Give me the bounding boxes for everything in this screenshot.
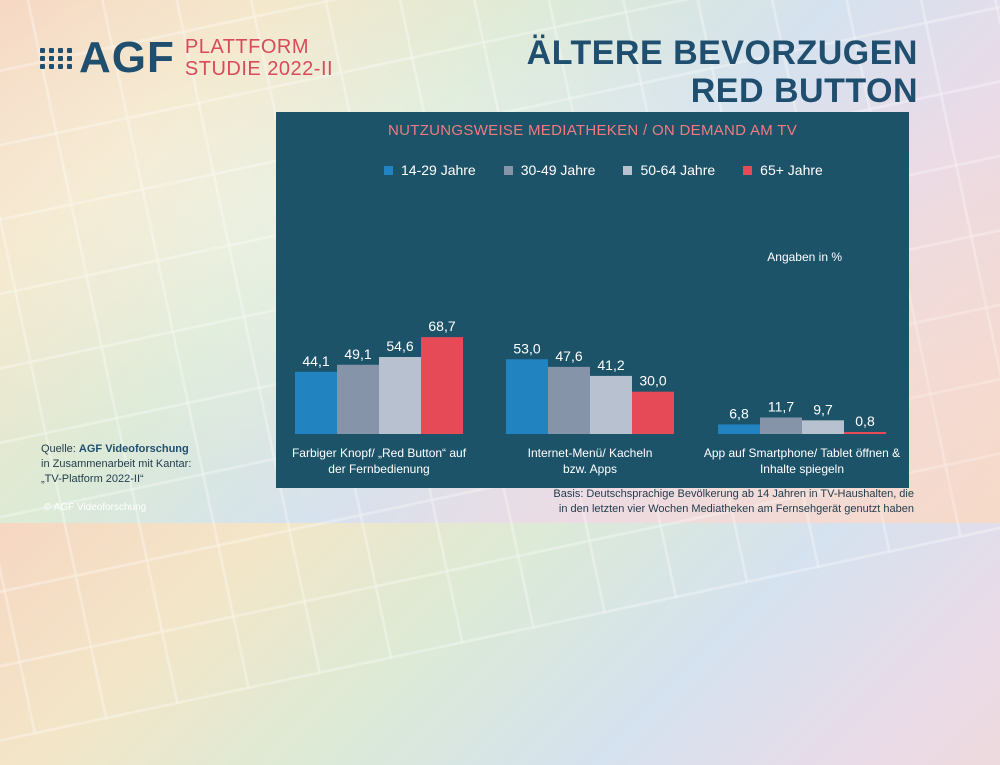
category-label-line: App auf Smartphone/ Tablet öffnen & [703, 446, 901, 460]
source-note: Quelle: AGF Videoforschung in Zusammenar… [41, 442, 191, 487]
bar-value-label: 9,7 [813, 401, 833, 417]
headline-line1: ÄLTERE BEVORZUGEN [526, 34, 918, 72]
bar [506, 359, 548, 434]
bar [548, 366, 590, 434]
category-label-line: der Fernbedienung [328, 462, 430, 476]
legend-item: 30-49 Jahre [503, 162, 596, 178]
bar [590, 375, 632, 434]
bar [379, 357, 421, 434]
agf-logo: AGF PLATTFORM STUDIE 2022-II [40, 36, 333, 80]
legend-label: 65+ Jahre [760, 162, 823, 178]
logo-subtitle-line2: STUDIE 2022-II [184, 58, 334, 80]
page-headline: ÄLTERE BEVORZUGEN RED BUTTON [527, 34, 918, 110]
logo-dots-icon [40, 47, 73, 69]
legend-swatch [623, 165, 633, 175]
bar-value-label: 68,7 [428, 318, 455, 334]
legend-item: 50-64 Jahre [623, 162, 715, 178]
category-label-line: Inhalte spiegeln [759, 462, 845, 476]
bar [718, 424, 760, 434]
bar [844, 432, 886, 434]
category-label-line: Internet-Menü/ Kacheln [527, 446, 653, 460]
logo-text: AGF [79, 33, 175, 82]
basis-line2: in den letzten vier Wochen Mediatheken a… [558, 503, 914, 515]
bar-chart: 44,1 49,1 54,6 68,7 53,0 47,6 41,2 30,0 6,8 11,7 9… [295, 318, 886, 434]
source-line3: „TV-Platform 2022-II“ [41, 473, 144, 485]
basis-note: Basis: Deutschsprachige Bevölkerung ab 1… [494, 487, 914, 517]
chart-panel: NUTZUNGSWEISE MEDIATHEKEN / ON DEMAND AM… [276, 112, 909, 488]
bar-value-label: 47,6 [555, 348, 582, 364]
bar-value-label: 53,0 [513, 340, 540, 356]
bar-value-label: 30,0 [639, 373, 666, 389]
headline-line2: RED BUTTON [690, 72, 918, 110]
category-label: Farbiger Knopf/ „Red Button“ auf der Fern… [279, 445, 479, 477]
bar [802, 420, 844, 434]
legend-item: 14-29 Jahre [384, 162, 476, 178]
legend-label: 14-29 Jahre [401, 162, 476, 178]
chart-unit-note: Angaben in % [767, 250, 842, 264]
source-label: Quelle: [41, 443, 76, 455]
legend-label: 30-49 Jahre [520, 162, 596, 178]
bar [337, 364, 379, 434]
bar [760, 417, 802, 434]
logo-subtitle-line1: PLATTFORM [184, 36, 310, 58]
legend-label: 50-64 Jahre [640, 162, 716, 178]
legend-item: 65+ Jahre [743, 162, 823, 178]
bar [421, 337, 463, 434]
chart-legend: 14-29 Jahre 30-49 Jahre 50-64 Jahre 65+ Jah… [384, 162, 823, 178]
logo-subtitle: PLATTFORM STUDIE 2022-II [185, 36, 333, 80]
category-label-line: bzw. Apps [562, 462, 618, 476]
bar-value-label: 6,8 [729, 405, 749, 421]
category-label: Internet-Menü/ Kacheln bzw. Apps [490, 445, 690, 477]
bar-value-label: 49,1 [344, 346, 371, 362]
legend-swatch [743, 165, 753, 175]
copyright: © AGF Videoforschung [44, 502, 147, 513]
basis-line1: Basis: Deutschsprachige Bevölkerung ab 1… [553, 488, 914, 500]
bar-value-label: 11,7 [768, 399, 794, 415]
legend-swatch [384, 165, 393, 175]
source-line2: in Zusammenarbeit mit Kantar: [41, 458, 192, 470]
legend-swatch [503, 165, 513, 175]
source-org: AGF Videoforschung [78, 443, 189, 455]
bar-value-label: 54,6 [386, 338, 413, 354]
bar-value-label: 0,8 [855, 413, 875, 429]
bar-value-label: 41,2 [597, 357, 624, 373]
bar [632, 391, 674, 434]
category-label-line: Farbiger Knopf/ „Red Button“ auf [291, 446, 467, 460]
bar-value-label: 44,1 [302, 353, 329, 369]
bar [295, 371, 337, 434]
chart-title: NUTZUNGSWEISE MEDIATHEKEN / ON DEMAND AM… [387, 122, 798, 139]
category-label: App auf Smartphone/ Tablet öffnen & Inhal… [702, 445, 902, 477]
